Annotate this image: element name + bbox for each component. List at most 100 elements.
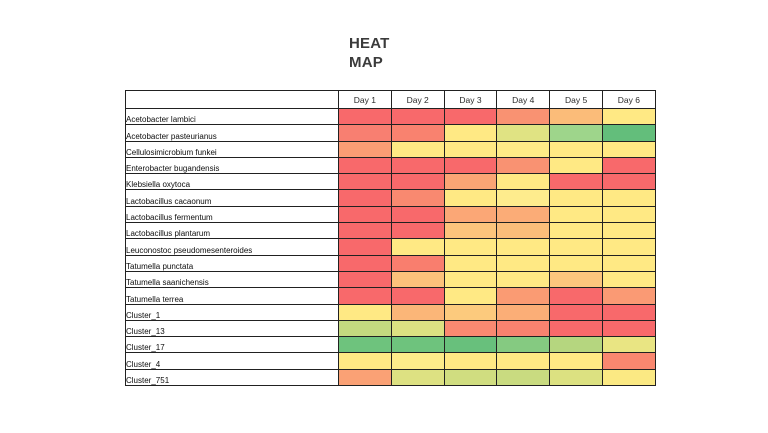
row-label: Lactobacillus fermentum <box>125 205 339 224</box>
heatmap-cell <box>443 303 498 321</box>
heatmap-cell <box>390 287 445 305</box>
heatmap-cell <box>496 319 551 338</box>
heatmap-cell <box>601 189 656 207</box>
heatmap-cell <box>549 124 603 142</box>
table-row: Tatumella punctata <box>125 254 656 272</box>
heatmap-cell <box>390 156 445 175</box>
heatmap-cell <box>601 254 656 272</box>
heatmap-cell <box>390 124 445 142</box>
heatmap-cell <box>443 222 498 240</box>
column-header-day-3: Day 3 <box>443 90 498 109</box>
heatmap-cell <box>390 254 445 272</box>
table-row: Lactobacillus fermentum <box>125 205 656 224</box>
heatmap-cell <box>338 287 392 305</box>
row-label: Cluster_4 <box>125 352 339 370</box>
heatmap-cell <box>549 254 603 272</box>
heatmap-cell <box>601 156 656 175</box>
heatmap-cell <box>601 352 656 370</box>
table-row: Acetobacter pasteurianus <box>125 124 656 142</box>
heatmap-cell <box>390 270 445 289</box>
heatmap-cell <box>601 124 656 142</box>
column-header-day-6: Day 6 <box>601 90 656 109</box>
table-row: Leuconostoc pseudomesenteroides <box>125 238 656 256</box>
heatmap-cell <box>338 336 392 354</box>
row-label: Cluster_13 <box>125 319 339 338</box>
row-label: Lactobacillus plantarum <box>125 222 339 240</box>
table-row: Klebsiella oxytoca <box>125 173 656 191</box>
table-row: Cluster_1 <box>125 303 656 321</box>
row-label: Cluster_751 <box>125 368 339 387</box>
heatmap-cell <box>338 173 392 191</box>
heatmap-cell <box>549 140 603 158</box>
heatmap-cell <box>549 205 603 224</box>
heatmap-body: Acetobacter lambici Acetobacter pasteuria… <box>125 107 656 387</box>
heatmap-cell <box>338 368 392 387</box>
heatmap-cell <box>338 238 392 256</box>
heatmap-cell <box>443 124 498 142</box>
column-header-day-5: Day 5 <box>549 90 603 109</box>
heatmap-cell <box>443 254 498 272</box>
heatmap-cell <box>390 238 445 256</box>
heatmap-cell <box>390 352 445 370</box>
heatmap-cell <box>549 352 603 370</box>
heatmap-cell <box>496 254 551 272</box>
heatmap-cell <box>443 270 498 289</box>
table-row: Acetobacter lambici <box>125 107 656 126</box>
heatmap-cell <box>496 124 551 142</box>
heatmap-cell <box>338 270 392 289</box>
heatmap-cell <box>390 107 445 126</box>
heatmap-cell <box>601 336 656 354</box>
table-row: Lactobacillus cacaonum <box>125 189 656 207</box>
heatmap-cell <box>443 368 498 387</box>
heatmap-cell <box>496 303 551 321</box>
column-header-day-4: Day 4 <box>496 90 551 109</box>
chart-title-line-2: MAP <box>349 54 383 71</box>
heatmap-cell <box>390 173 445 191</box>
table-row: Cluster_13 <box>125 319 656 338</box>
heatmap-cell <box>496 352 551 370</box>
heatmap-cell <box>601 140 656 158</box>
heatmap-cell <box>443 238 498 256</box>
heatmap-cell <box>390 140 445 158</box>
heatmap-cell <box>443 140 498 158</box>
heatmap-cell <box>601 222 656 240</box>
heatmap-cell <box>338 189 392 207</box>
table-row: Cluster_4 <box>125 352 656 370</box>
heatmap-cell <box>601 205 656 224</box>
row-label: Klebsiella oxytoca <box>125 173 339 191</box>
heatmap-cell <box>549 368 603 387</box>
heatmap-cell <box>601 270 656 289</box>
heatmap-cell <box>549 336 603 354</box>
table-row: Enterobacter bugandensis <box>125 156 656 175</box>
heatmap-cell <box>496 222 551 240</box>
row-label: Cluster_17 <box>125 336 339 354</box>
heatmap-cell <box>390 319 445 338</box>
heatmap-cell <box>601 173 656 191</box>
heatmap-cell <box>390 336 445 354</box>
heatmap-cell <box>390 222 445 240</box>
header-corner-spacer <box>125 90 339 109</box>
row-label: Acetobacter pasteurianus <box>125 124 339 142</box>
heatmap-cell <box>443 205 498 224</box>
heatmap-cell <box>443 352 498 370</box>
row-label: Tatumella terrea <box>125 287 339 305</box>
heatmap-cell <box>549 319 603 338</box>
heatmap-cell <box>390 303 445 321</box>
heatmap-cell <box>496 368 551 387</box>
heatmap-cell <box>443 189 498 207</box>
heatmap-cell <box>338 156 392 175</box>
heatmap-cell <box>496 140 551 158</box>
table-row: Cellulosimicrobium funkei <box>125 140 656 158</box>
heatmap-cell <box>549 107 603 126</box>
heatmap-cell <box>338 254 392 272</box>
heatmap-cell <box>338 352 392 370</box>
heatmap-cell <box>496 107 551 126</box>
heatmap-cell <box>549 287 603 305</box>
row-label: Leuconostoc pseudomesenteroides <box>125 238 339 256</box>
heatmap-cell <box>338 222 392 240</box>
heatmap-cell <box>338 107 392 126</box>
heatmap-cell <box>601 238 656 256</box>
heatmap-cell <box>390 368 445 387</box>
heatmap-cell <box>338 205 392 224</box>
heatmap-cell <box>496 270 551 289</box>
